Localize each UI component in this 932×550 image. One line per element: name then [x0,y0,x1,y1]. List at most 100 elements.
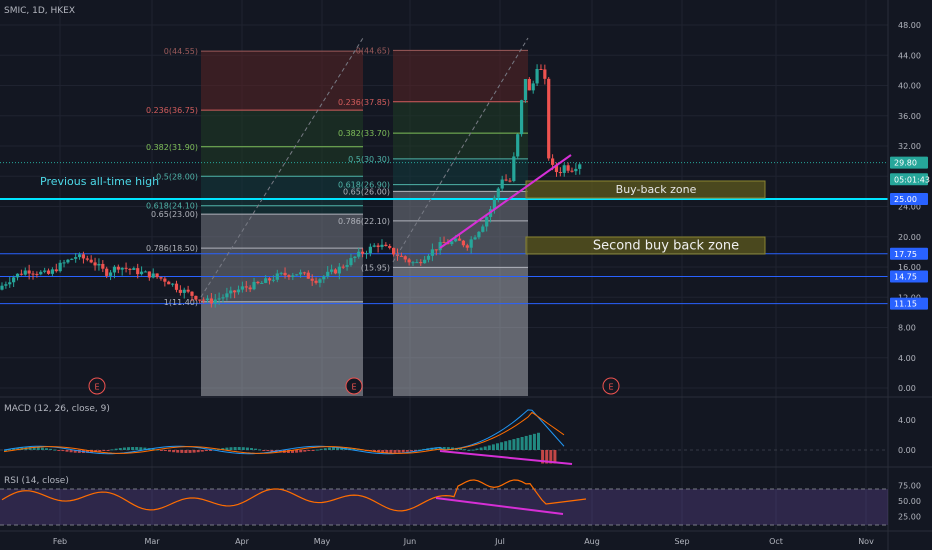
macd-histogram-bar [180,450,184,453]
price-axis-label: 16.00 [898,263,921,272]
candle-body [279,272,283,274]
candle-body [50,269,55,274]
candle-body [329,269,334,272]
previous-ath-label: Previous all-time high [40,175,159,188]
fibonacci-levels: 0(44.55) 0.236(36.75) 0.382(31.90) 0.5(28.0… [146,46,528,307]
price-badge-label: 11.15 [894,300,917,309]
earnings-marker[interactable]: E [88,377,106,395]
macd-histogram-bar [221,448,225,450]
macd-histogram-bar [528,434,532,450]
earnings-icon [345,377,363,395]
macd-histogram-bar [266,450,270,451]
macd-histogram-bar [385,450,389,453]
buy-back-zone-box[interactable] [525,180,766,199]
macd-histogram-bar [127,447,130,450]
candle-body [492,197,497,210]
macd-histogram-bar [389,450,393,453]
candle-body [147,271,151,278]
fib-level-label: 0.236(37.85) [338,98,390,107]
candle-body [167,281,171,285]
macd-histogram-bar [553,450,557,464]
macd-histogram-bar [291,450,294,453]
candle-body [411,262,415,264]
candle-body [248,287,252,290]
macd-histogram-bar [442,447,446,450]
candle-body [380,244,384,247]
candle-body [322,276,326,280]
macd-histogram-bar [520,436,524,450]
candle-body [163,278,167,282]
candle-body [256,281,260,284]
macd-histogram-bar [254,448,258,450]
candle-body [124,267,128,269]
candle-body [357,251,361,257]
macd-histogram-bar [98,450,102,452]
macd-histogram-bar [545,450,549,464]
macd-histogram-bar [463,449,467,451]
candle-body [178,289,182,293]
fib-diagonal-2 [392,37,529,263]
candle-body [225,293,229,298]
candle-body [558,172,562,174]
candle-body [132,268,136,270]
fib-zone [201,146,363,177]
macd-histogram-bar [40,447,44,450]
candle-body [345,265,349,267]
candle-body [174,283,179,290]
rsi-label: RSI (14, close) [4,476,69,486]
fib-zone [201,248,363,302]
macd-axis-label: 0.00 [898,446,916,455]
candle-body [202,299,206,301]
candle-body [70,258,74,260]
candle-body [151,273,155,278]
price-badge-label: 17.75 [894,250,917,259]
macd-histogram-bar [118,448,122,450]
candle-body [77,254,82,258]
candle-body [438,242,442,251]
fib-projection-area [393,267,528,396]
candle-body [527,79,531,91]
price-badge [890,156,928,169]
macd-histogram-bar [184,450,188,453]
macd-histogram-bar [57,450,61,451]
macd-histogram-bar [36,447,40,450]
macd-histogram-bar [537,432,540,450]
candle-body [353,256,357,259]
macd-histogram-bar [53,449,57,451]
candle-body [415,262,419,264]
candle-body [550,158,555,165]
macd-histogram-bar [483,446,487,450]
candle-body [578,164,582,169]
fib-level-label: 0.382(31.90) [146,143,198,152]
fib-level-label: 0.236(36.75) [146,106,198,115]
price-axis-label: 0.00 [898,384,916,393]
macd-histogram-bar [163,450,167,451]
candle-body [260,282,264,284]
candle-body [399,255,403,257]
fib-level-label: 0.5(30.30) [348,155,390,164]
candle-body [403,256,407,260]
macd-histogram-bar [446,447,450,450]
price-badge-label: 25.00 [894,195,917,204]
earnings-marker[interactable]: E [345,377,363,395]
macd-histogram-bar [303,450,307,452]
fib-level-label: 0.618(26.90) [338,181,390,190]
candle-body [368,246,372,254]
candle-body [295,274,299,276]
macd-histogram-bar [487,445,491,450]
candle-body [43,270,47,272]
price-badge [890,173,928,186]
rsi-axis-label: 50.00 [898,497,921,506]
candle-body [454,238,458,242]
earnings-marker[interactable]: E [602,377,620,395]
support-trendline[interactable] [439,154,572,249]
macd-histogram-bar [45,448,48,450]
fib-zone [393,220,528,268]
rsi-axis-label: 75.00 [898,482,921,491]
candle-body [372,245,376,247]
fib-level-label: 1(11.40) [164,298,198,307]
macd-histogram-bar [168,450,171,452]
second-buy-back-zone-box[interactable] [525,236,766,255]
macd-histogram-bar [393,450,397,453]
candle-body [333,269,338,274]
